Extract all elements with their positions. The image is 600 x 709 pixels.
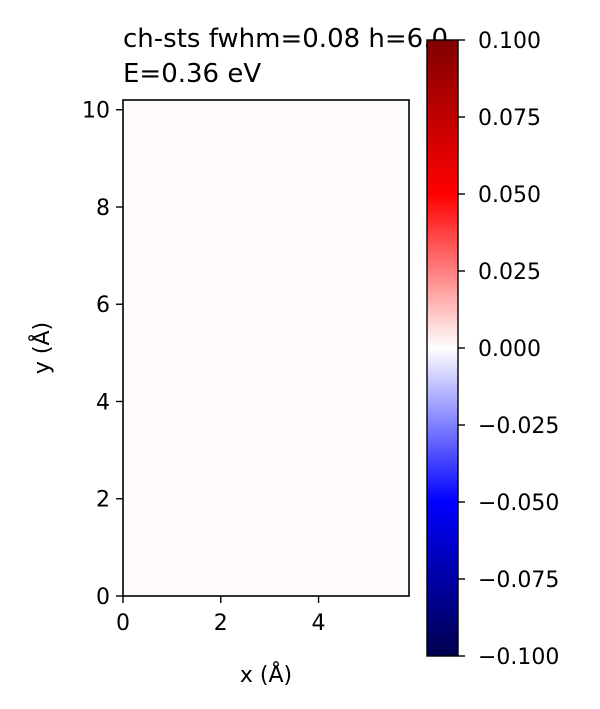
y-tick-label: 2 bbox=[96, 488, 110, 513]
x-tick-label: 4 bbox=[312, 611, 326, 636]
chart-title-line-1: ch-sts fwhm=0.08 h=6.0 bbox=[123, 24, 448, 54]
x-axis-label: x (Å) bbox=[240, 661, 292, 688]
heatmap-field bbox=[123, 100, 409, 596]
chart-title-line-2: E=0.36 eV bbox=[123, 59, 261, 89]
y-axis-label: y (Å) bbox=[28, 322, 55, 374]
x-tick-label: 0 bbox=[116, 611, 130, 636]
x-axis: 0 2 4 bbox=[116, 596, 326, 636]
y-tick-label: 10 bbox=[82, 99, 110, 124]
y-axis: 0 2 4 6 8 10 bbox=[82, 99, 123, 610]
x-tick-label: 2 bbox=[214, 611, 228, 636]
colorbar-tick-label: 0.025 bbox=[478, 260, 541, 285]
colorbar-tick-label: 0.075 bbox=[478, 106, 541, 131]
plot-area bbox=[122, 99, 410, 597]
colorbar-tick-label: −0.025 bbox=[478, 414, 559, 439]
colorbar: −0.100 −0.075 −0.050 −0.025 0.000 0.025 0.050 0… bbox=[426, 29, 559, 670]
plot-frame bbox=[122, 99, 410, 597]
colorbar-tick-label: −0.050 bbox=[478, 491, 559, 516]
colorbar-tick-label: 0.000 bbox=[478, 337, 541, 362]
y-tick-label: 8 bbox=[96, 196, 110, 221]
y-tick-label: 0 bbox=[96, 585, 110, 610]
colorbar-ticks: −0.100 −0.075 −0.050 −0.025 0.000 0.025 0.050 0… bbox=[458, 29, 559, 670]
colorbar-tick-label: −0.100 bbox=[478, 645, 559, 670]
y-tick-label: 6 bbox=[96, 293, 110, 318]
colorbar-tick-label: 0.050 bbox=[478, 183, 541, 208]
colorbar-tick-label: 0.100 bbox=[478, 29, 541, 54]
colorbar-gradient bbox=[427, 40, 458, 656]
colorbar-tick-label: −0.075 bbox=[478, 568, 559, 593]
y-tick-label: 4 bbox=[96, 390, 110, 415]
